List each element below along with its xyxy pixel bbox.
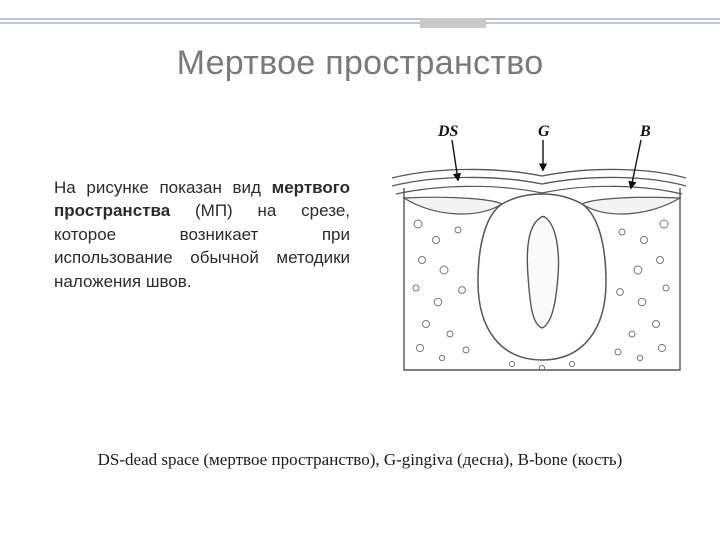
slide-title: Мертвое пространство [0, 44, 720, 83]
diagram-label-g: G [538, 123, 550, 140]
divider-line-top [0, 18, 720, 20]
body-pre: На рисунке показан вид [54, 178, 272, 197]
divider-line-bottom [0, 22, 720, 24]
slide-divider [0, 18, 720, 28]
diagram-label-b: B [639, 123, 651, 140]
diagram-label-ds: DS [437, 123, 459, 140]
anatomical-diagram: DS G B [382, 120, 688, 382]
divider-tab [420, 18, 486, 28]
body-paragraph: На рисунке показан вид мертвого простран… [54, 176, 350, 293]
diagram-legend: DS-dead space (мертвое пространство), G-… [0, 450, 720, 470]
